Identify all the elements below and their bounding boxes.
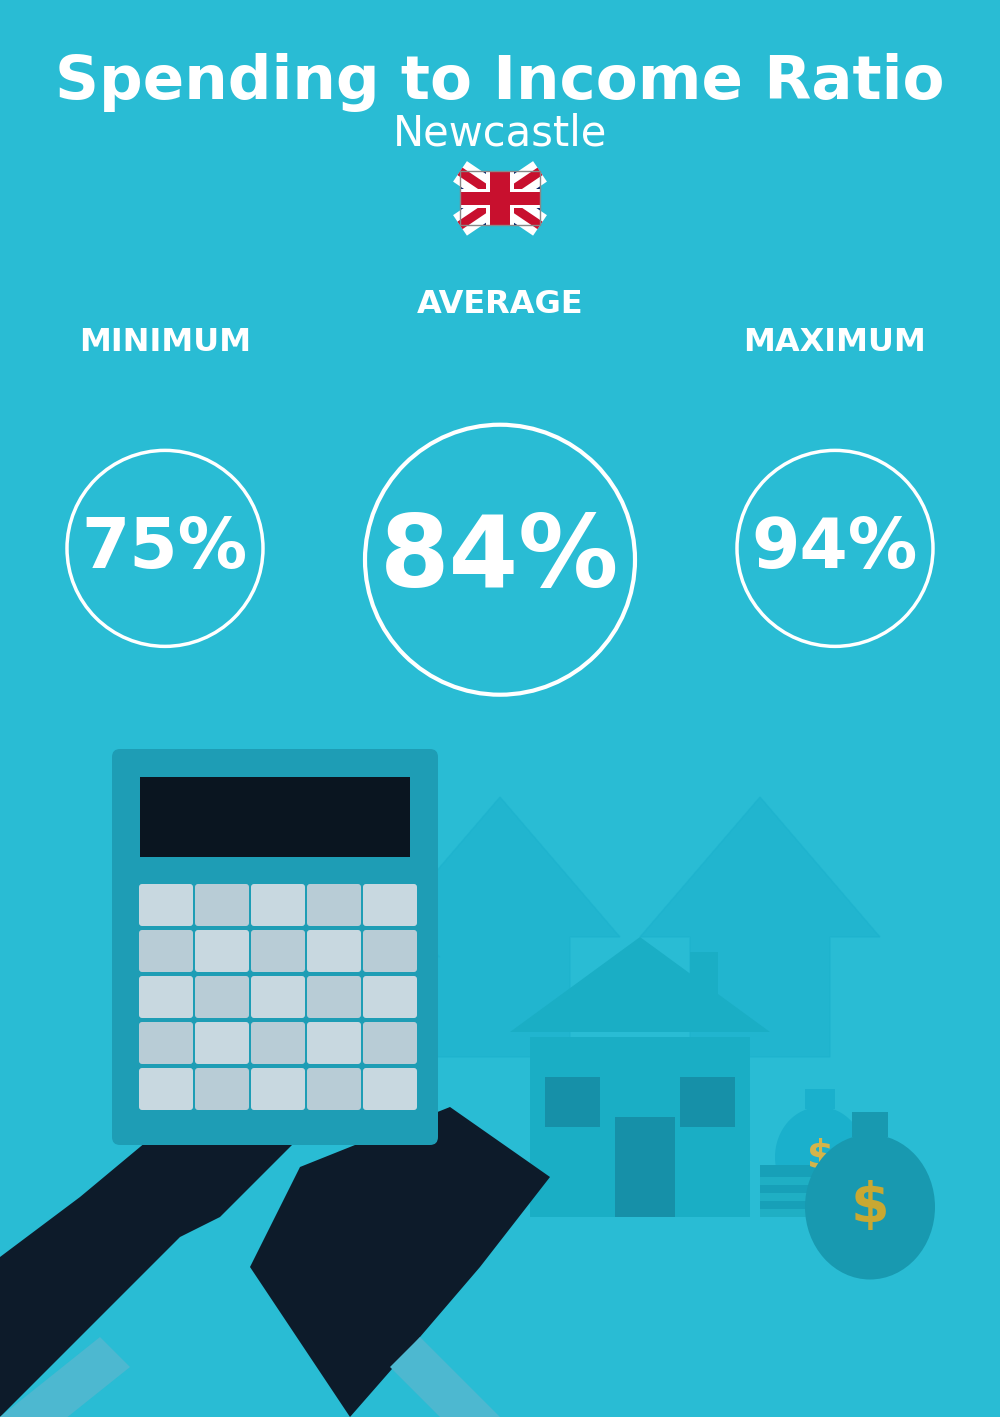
Bar [490,171,510,225]
FancyBboxPatch shape [307,930,361,972]
FancyBboxPatch shape [195,1022,249,1064]
Bar [760,1189,840,1202]
FancyBboxPatch shape [195,1068,249,1110]
FancyBboxPatch shape [251,976,305,1017]
Bar [460,171,540,225]
Bar [486,171,514,225]
FancyBboxPatch shape [307,976,361,1017]
Bar [680,1077,735,1127]
FancyBboxPatch shape [195,976,249,1017]
Bar [460,191,540,205]
Bar [140,777,410,857]
Polygon shape [510,937,770,1032]
FancyBboxPatch shape [195,930,249,972]
FancyBboxPatch shape [307,884,361,925]
Polygon shape [390,1338,500,1417]
Bar [760,1197,840,1209]
FancyBboxPatch shape [139,1068,193,1110]
Text: 94%: 94% [752,514,918,582]
Bar [852,1112,888,1136]
Polygon shape [220,857,440,956]
Text: $: $ [806,1138,834,1176]
Bar [760,1173,840,1185]
FancyBboxPatch shape [363,1022,417,1064]
Polygon shape [0,1338,130,1417]
Polygon shape [640,796,880,1057]
FancyBboxPatch shape [251,884,305,925]
FancyBboxPatch shape [363,976,417,1017]
FancyBboxPatch shape [363,1068,417,1110]
Ellipse shape [775,1107,865,1207]
FancyBboxPatch shape [307,1068,361,1110]
Text: AVERAGE: AVERAGE [417,289,583,320]
Text: Newcastle: Newcastle [393,112,607,154]
Text: 75%: 75% [82,514,248,582]
Bar [690,952,718,1007]
Polygon shape [250,1107,550,1417]
FancyBboxPatch shape [139,930,193,972]
FancyBboxPatch shape [363,884,417,925]
Text: Spending to Income Ratio: Spending to Income Ratio [55,52,945,112]
FancyBboxPatch shape [139,884,193,925]
Polygon shape [0,1097,300,1417]
Bar [760,1204,840,1217]
FancyBboxPatch shape [139,1022,193,1064]
FancyBboxPatch shape [460,171,540,225]
FancyBboxPatch shape [195,884,249,925]
Text: MAXIMUM: MAXIMUM [744,327,926,359]
FancyBboxPatch shape [251,1022,305,1064]
Bar [545,1077,600,1127]
Bar [760,1165,840,1178]
Bar [530,1037,750,1217]
Bar [615,1117,675,1217]
FancyBboxPatch shape [251,1068,305,1110]
Text: MINIMUM: MINIMUM [79,327,251,359]
Bar [805,1090,835,1110]
FancyBboxPatch shape [112,750,438,1145]
FancyBboxPatch shape [363,930,417,972]
Ellipse shape [805,1135,935,1280]
FancyBboxPatch shape [139,976,193,1017]
FancyBboxPatch shape [251,930,305,972]
Bar [760,1180,840,1193]
Polygon shape [380,796,620,1057]
Text: $: $ [851,1180,889,1234]
Text: 84%: 84% [380,512,620,608]
Bar [460,188,540,208]
FancyBboxPatch shape [307,1022,361,1064]
